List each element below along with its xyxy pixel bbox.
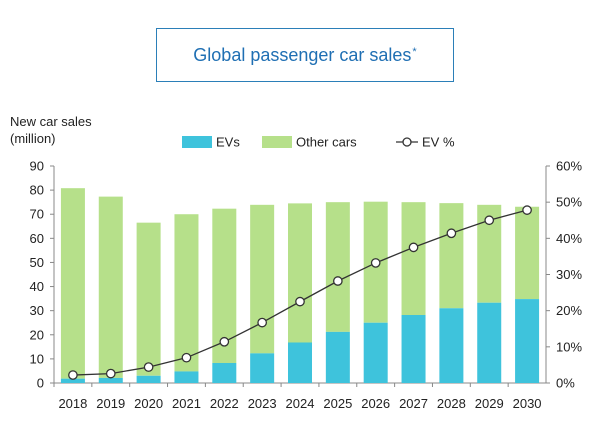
x-tick-label: 2025 — [323, 396, 352, 411]
x-tick-label: 2020 — [134, 396, 163, 411]
legend-label-evs: EVs — [216, 135, 240, 150]
y2-tick-label: 20% — [556, 303, 582, 318]
ev-percent-point — [257, 317, 268, 328]
bar-evs — [288, 342, 312, 383]
ev-percent-point — [105, 368, 116, 379]
y-tick-label: 70 — [30, 207, 44, 222]
y-tick-label: 60 — [30, 231, 44, 246]
y2-tick-label: 50% — [556, 195, 582, 210]
bar-evs — [325, 331, 350, 383]
x-tick-label: 2030 — [513, 396, 542, 411]
y-axis-title: New car sales (million) — [10, 113, 92, 147]
ev-percent-point — [332, 276, 343, 286]
bar-evs — [174, 371, 199, 383]
bar-other-cars — [325, 202, 350, 332]
bar-other-cars — [250, 204, 275, 354]
bar-evs — [250, 353, 275, 383]
chart-title: Global passenger car sales — [193, 44, 412, 65]
bar-other-cars — [515, 206, 540, 300]
legend-swatch-evs — [182, 136, 212, 148]
bar-other-cars — [401, 202, 426, 316]
ev-percent-point — [68, 370, 78, 380]
ev-percent-point — [295, 296, 305, 307]
y-tick-label: 50 — [30, 255, 44, 270]
ev-percent-point — [408, 242, 419, 253]
x-tick-label: 2019 — [96, 396, 125, 411]
bar-other-cars — [288, 203, 312, 343]
x-tick-label: 2028 — [437, 396, 466, 411]
y2-tick-label: 0% — [556, 376, 575, 391]
bar-evs — [363, 322, 388, 383]
bar-evs — [515, 299, 540, 383]
y-tick-label: 10 — [30, 351, 44, 366]
legend-marker-ev-percent — [402, 137, 412, 147]
bar-other-cars — [174, 214, 199, 372]
ev-percent-point — [484, 215, 495, 226]
y-tick-label: 90 — [30, 159, 44, 174]
ev-percent-point — [219, 336, 230, 347]
chart-title-mark: * — [412, 46, 417, 58]
bar-other-cars — [60, 188, 85, 379]
ev-percent-point — [522, 205, 532, 215]
x-tick-label: 2029 — [475, 396, 504, 411]
legend-label-ev-percent: EV % — [422, 135, 455, 150]
bar-evs — [60, 378, 85, 383]
x-tick-label: 2022 — [210, 396, 239, 411]
y-tick-label: 20 — [30, 327, 44, 342]
x-tick-label: 2026 — [361, 396, 390, 411]
bar-evs — [401, 315, 426, 383]
legend-swatch-other-cars — [262, 136, 292, 148]
x-tick-label: 2027 — [399, 396, 428, 411]
ev-percent-point — [143, 362, 154, 372]
y2-tick-label: 60% — [556, 159, 582, 174]
bar-other-cars — [98, 196, 123, 378]
x-tick-label: 2023 — [248, 396, 277, 411]
bar-evs — [98, 377, 123, 383]
ev-percent-point — [446, 228, 457, 239]
y-tick-label: 30 — [30, 303, 44, 318]
bar-evs — [477, 302, 502, 383]
bar-other-cars — [136, 222, 161, 376]
y2-tick-label: 10% — [556, 339, 582, 354]
y-tick-label: 80 — [30, 183, 44, 198]
legend-label-other-cars: Other cars — [296, 135, 357, 150]
x-tick-label: 2018 — [58, 396, 87, 411]
x-tick-label: 2024 — [286, 396, 315, 411]
x-tick-label: 2021 — [172, 396, 201, 411]
y-axis-title-line2: (million) — [10, 131, 56, 146]
bar-evs — [212, 362, 237, 383]
bar-evs — [136, 375, 161, 383]
ev-percent-point — [370, 258, 381, 268]
y2-tick-label: 30% — [556, 267, 582, 282]
y-axis-title-line1: New car sales — [10, 114, 92, 129]
bar-other-cars — [439, 203, 464, 309]
y-tick-label: 0 — [37, 376, 44, 391]
y2-tick-label: 40% — [556, 231, 582, 246]
y-tick-label: 40 — [30, 279, 44, 294]
bar-evs — [439, 308, 464, 383]
ev-percent-point — [181, 352, 192, 363]
chart-title-box: Global passenger car sales * — [156, 28, 454, 82]
